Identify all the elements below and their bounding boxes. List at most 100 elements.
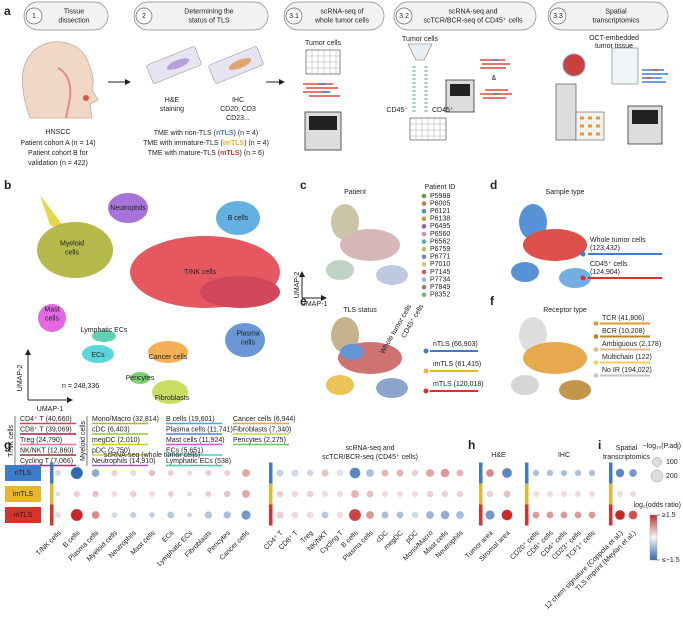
dot <box>615 468 625 478</box>
tme-text: ) (n = 6) <box>240 150 265 157</box>
cluster-label: Neutrophils <box>110 205 146 212</box>
tme-line: TME with non-TLS (nTLS) (n = 4) <box>154 130 258 137</box>
legend-label: pDC (2,750) <box>92 447 130 454</box>
panel-title: TLS status <box>343 307 377 314</box>
colorbar <box>649 514 658 561</box>
legend-dot <box>593 373 599 378</box>
row-strip <box>479 483 483 505</box>
label: validation (n = 422) <box>28 160 88 167</box>
legend-label: P6495 <box>430 223 450 230</box>
tme-line: TME with mature-TLS (mTLS) (n = 6) <box>148 150 265 157</box>
dot <box>426 490 434 498</box>
label: Patient cohort A (n = 14) <box>20 140 95 147</box>
row-strip <box>609 483 613 505</box>
column-label: Stromal area <box>478 530 511 563</box>
dot <box>73 490 81 498</box>
legend-dot <box>423 368 429 374</box>
dot <box>532 511 540 519</box>
legend-label: Pericytes (2,275) <box>233 437 286 444</box>
legend-label: P7145 <box>430 269 450 276</box>
dot <box>306 511 314 519</box>
dot <box>533 491 539 497</box>
dot <box>630 491 636 497</box>
tme-text: ) (n = 4) <box>244 140 269 147</box>
umap-c <box>326 204 408 285</box>
dot <box>291 511 299 519</box>
legend-label: BCR (10,208) <box>602 328 645 335</box>
label: CD45⁺ <box>432 107 454 114</box>
dot <box>336 469 344 477</box>
step-badge <box>285 7 303 25</box>
legend-dot <box>421 292 427 298</box>
dot <box>348 508 362 522</box>
legend-label: Lymphatic ECs (538) <box>166 458 231 465</box>
cluster-label: Cancer cells <box>149 354 188 361</box>
dot <box>149 491 155 497</box>
dot <box>560 511 568 519</box>
dot <box>187 470 193 476</box>
legend-dot <box>421 277 427 282</box>
legend-label: 100 <box>666 459 678 466</box>
dot <box>223 511 231 519</box>
dot <box>546 469 554 477</box>
dot <box>167 491 174 497</box>
row-label-box <box>5 486 41 502</box>
dot <box>485 510 495 520</box>
dot <box>242 469 250 477</box>
cluster-label: ECs <box>91 352 105 359</box>
legend-group: Myeloid cells <box>80 420 87 461</box>
label: Tumor cells <box>305 40 341 47</box>
row-strip <box>609 462 613 484</box>
legend-label: P6771 <box>430 254 450 261</box>
cluster-label: T/NK cells <box>184 269 216 276</box>
row-strip <box>525 462 529 484</box>
legend-dot <box>421 224 427 229</box>
dot <box>205 491 212 497</box>
legend-label: megDC (2,010) <box>92 437 140 444</box>
block-title: H&E <box>491 452 506 459</box>
step-title: scRNA-seq of <box>320 8 363 15</box>
legend-label: Ambiguous (2,178) <box>602 341 661 348</box>
cluster-label: cells <box>65 249 80 256</box>
dot <box>366 490 374 498</box>
step-badge <box>25 7 43 25</box>
dot <box>276 469 284 477</box>
dot <box>575 491 581 497</box>
dot <box>55 491 61 497</box>
dot <box>486 469 494 477</box>
dot <box>628 510 638 520</box>
row-strip <box>50 504 54 526</box>
tme-text: TME with non-TLS ( <box>154 130 217 137</box>
block-title: scRNA-seq (whole tumor cells) <box>104 452 200 459</box>
umap-f <box>511 317 591 400</box>
dot <box>412 491 418 497</box>
label: H&E <box>165 97 180 104</box>
legend-title: log₂(odds ratio) <box>634 502 681 509</box>
step-box <box>393 1 537 31</box>
block-title: Spatial <box>616 445 638 452</box>
cluster-label: Myeloid <box>60 240 84 247</box>
legend-dot <box>421 246 427 252</box>
step-badge <box>135 7 153 25</box>
row-label: mTLS <box>14 512 33 519</box>
dot <box>205 470 212 476</box>
dot <box>336 511 344 519</box>
dot <box>111 491 118 497</box>
label: CD20, CD3 <box>220 106 256 113</box>
dot <box>366 469 374 477</box>
dot <box>91 469 100 477</box>
legend-label: Multichain (122) <box>602 354 652 361</box>
dot <box>589 491 595 497</box>
row-strip <box>525 483 529 505</box>
tme-tag: mTLS <box>220 150 240 157</box>
step-title: scTCR/BCR-seq of CD45⁺ cells <box>424 17 523 24</box>
cluster-label: Lymphatic ECs <box>81 327 128 334</box>
legend-title: Patient ID <box>425 184 456 191</box>
block-title: scRNA-seq and <box>345 445 394 452</box>
cluster-label: B cells <box>228 215 249 222</box>
panel-title: Receptor type <box>543 307 587 314</box>
label: Patient cohort B for <box>28 150 89 157</box>
block-title: transcriptomics <box>603 454 651 461</box>
label: OCT-embedded <box>589 35 639 42</box>
